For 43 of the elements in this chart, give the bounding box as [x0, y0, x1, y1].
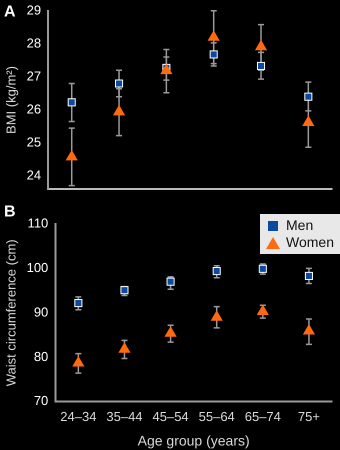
point — [118, 342, 131, 353]
x-tick-label: 55–64 — [198, 408, 235, 424]
point — [160, 64, 172, 74]
y-tick-label: 24 — [26, 168, 42, 183]
y-tick-label: 25 — [26, 134, 42, 150]
legend-label: Men — [286, 217, 314, 234]
text: B — [4, 203, 16, 220]
y-tick-label: 80 — [34, 348, 48, 364]
point — [112, 104, 126, 116]
y-tick-label: 90 — [34, 304, 48, 320]
x-tick-label: 75+ — [298, 408, 320, 424]
legend-label: Women — [286, 234, 334, 251]
point — [66, 150, 78, 160]
x-axis-title: Age group (years) — [138, 432, 250, 448]
point — [166, 278, 175, 286]
x-tick-label: 24–34 — [60, 408, 96, 424]
point — [302, 324, 316, 335]
point — [304, 92, 312, 101]
point — [302, 115, 314, 126]
y-tick-label: 100 — [26, 260, 48, 275]
y-axis-title: BMI (kg/m²) — [3, 66, 18, 134]
point — [72, 356, 84, 366]
point — [212, 267, 221, 276]
y-axis-title: Waist circumference (cm) — [3, 239, 18, 386]
point — [256, 62, 266, 70]
point — [68, 98, 76, 106]
point — [256, 304, 269, 315]
x-tick-label: 45–54 — [152, 408, 189, 424]
point — [74, 298, 82, 308]
y-tick-label: 28 — [26, 35, 42, 50]
point — [210, 310, 223, 321]
y-tick-label: 26 — [26, 101, 42, 116]
point — [210, 50, 218, 58]
point — [304, 272, 313, 280]
x-tick-label: 65–74 — [244, 408, 281, 424]
x-tick-label: 35–44 — [106, 408, 143, 424]
y-tick-label: 110 — [28, 216, 48, 231]
point — [164, 326, 177, 337]
y-tick-label: 29 — [26, 2, 42, 18]
text: A — [4, 3, 16, 20]
y-tick-label: 70 — [34, 393, 48, 408]
y-tick-label: 27 — [26, 68, 42, 84]
point — [115, 79, 124, 88]
